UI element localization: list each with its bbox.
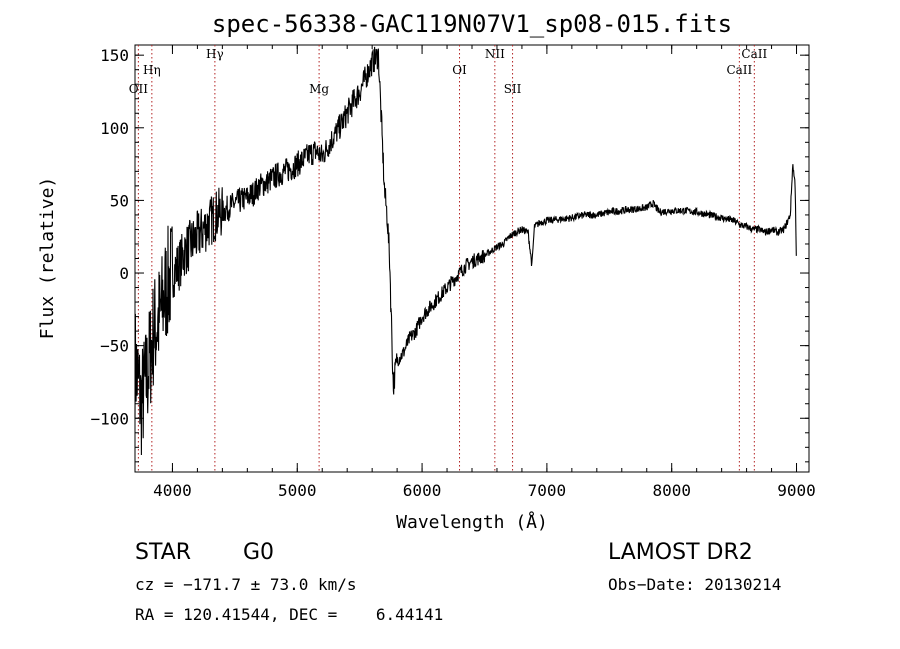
y-tick-label-2: 0 — [119, 264, 129, 283]
chart-title: spec-56338-GAC119N07V1_sp08-015.fits — [212, 10, 732, 38]
x-tick-label-5: 9000 — [777, 481, 816, 500]
axis-ticks: 4000 5000 6000 7000 8000 9000 −100 −50 0 50 100 150 — [90, 45, 816, 500]
spectral-line-label-3: Mg — [309, 82, 329, 96]
coordinates: RA = 120.41544, DEC = 6.44141 — [135, 605, 444, 624]
spectral-line-label-2: Hγ — [206, 47, 224, 61]
x-tick-label-2: 6000 — [403, 481, 442, 500]
x-tick-label-1: 5000 — [278, 481, 317, 500]
object-class: STAR — [135, 540, 192, 565]
redshift-readout: cz = −171.7 ± 73.0 km/s — [135, 575, 357, 594]
x-tick-label-4: 8000 — [652, 481, 691, 500]
y-tick-label-3: 50 — [110, 191, 129, 210]
y-axis-label: Flux (relative) — [37, 177, 58, 340]
subclass: G0 — [243, 540, 275, 565]
spectral-line-markers: OII Hη Hγ Mg OI NII SII CaII CaII — [129, 45, 767, 472]
spectral-line-label-7: CaII — [726, 63, 752, 77]
obs-date: Obs−Date: 20130214 — [608, 575, 782, 594]
spectral-line-label-6: SII — [504, 82, 522, 96]
x-tick-label-3: 7000 — [528, 481, 567, 500]
spectral-line-label-1: Hη — [143, 63, 161, 77]
survey-name: LAMOST DR2 — [608, 540, 753, 565]
y-tick-label-4: 100 — [100, 119, 129, 138]
spectral-line-label-4: OI — [452, 63, 467, 77]
spectral-line-label-0: OII — [129, 82, 149, 96]
y-tick-label-0: −100 — [90, 409, 129, 428]
spectral-line-label-8: CaII — [741, 47, 767, 61]
spectrum-series — [134, 46, 797, 456]
y-tick-label-1: −50 — [100, 337, 129, 356]
spectral-line-label-5: NII — [485, 47, 505, 61]
x-tick-label-0: 4000 — [153, 481, 192, 500]
x-axis-label: Wavelength (Å) — [396, 511, 548, 533]
y-tick-label-5: 150 — [100, 46, 129, 65]
